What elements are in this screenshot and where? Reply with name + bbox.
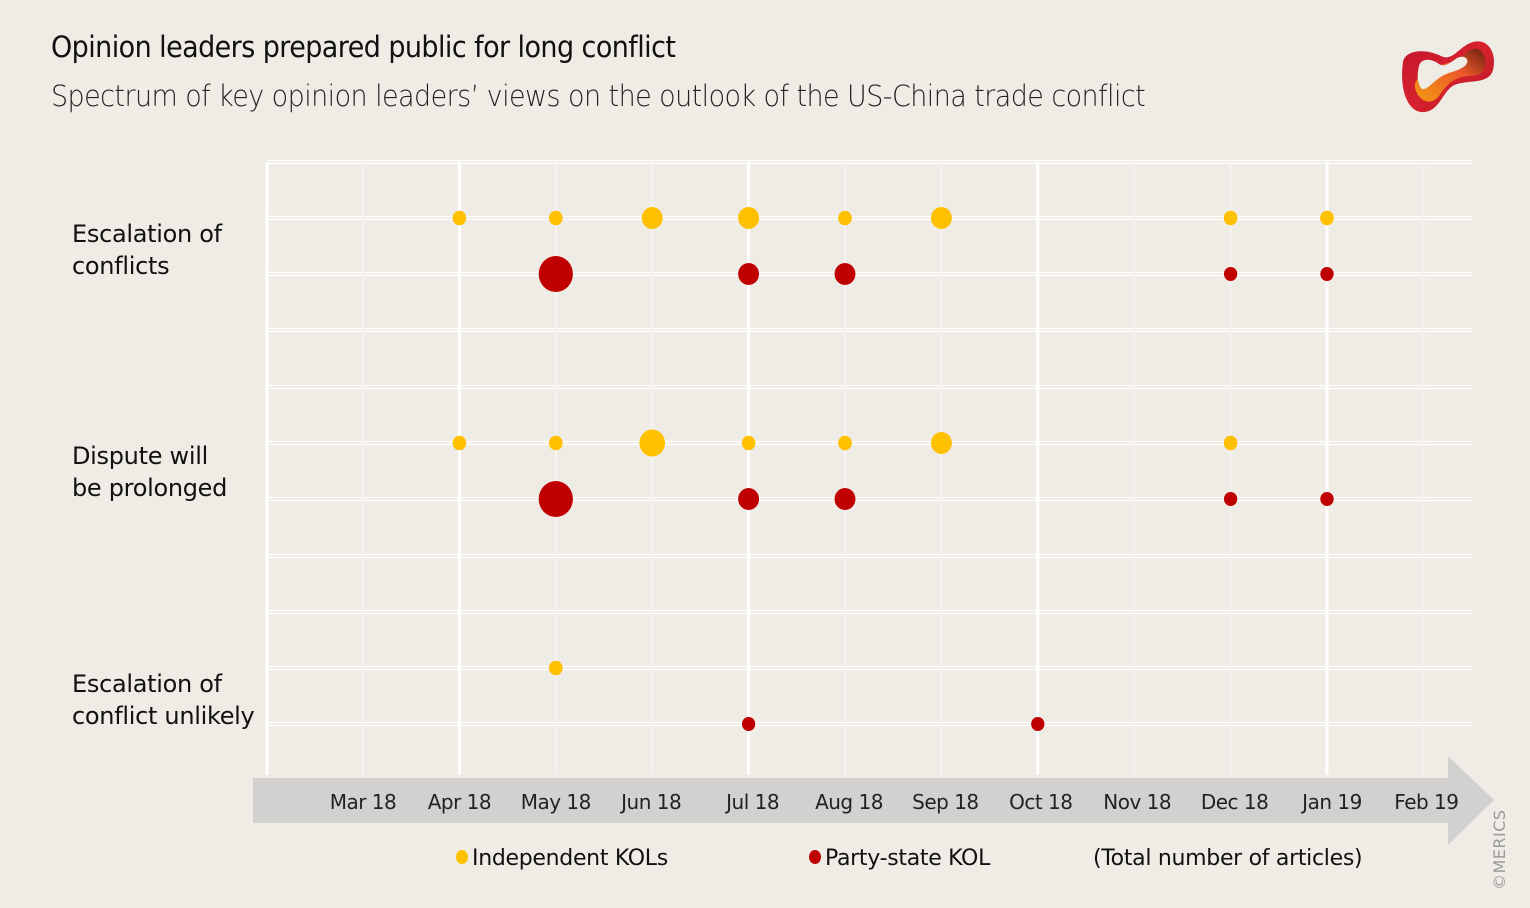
bubble (741, 435, 756, 451)
x-tick-label: Oct 18 (1009, 790, 1072, 814)
chart-subtitle: Spectrum of key opinion leaders’ views o… (51, 79, 1146, 113)
y-category-label-escalation: Escalation of conflicts (72, 218, 222, 282)
bubble (838, 435, 852, 451)
legend-party-state: Party-state KOL (809, 846, 990, 871)
legend-independent: Independent KOLs (456, 846, 668, 871)
y-label-line: Escalation of (72, 670, 222, 698)
bubble (1223, 210, 1238, 226)
bubble (1223, 435, 1238, 451)
bubble (1320, 210, 1334, 226)
x-tick-label: Mar 18 (330, 790, 397, 814)
bubble (1223, 492, 1238, 506)
bubble (834, 488, 856, 510)
x-tick-label: Apr 18 (428, 790, 491, 814)
bubble (548, 210, 563, 226)
bubble (538, 256, 573, 292)
time-axis-arrow-shape (253, 756, 1494, 845)
x-axis-labels: Mar 18 Apr 18 May 18 Jun 18 Jul 18 Aug 18 Sep … (330, 790, 1459, 814)
legend-dot-icon (456, 850, 468, 864)
bubble (930, 207, 952, 229)
y-label-line: Escalation of (72, 220, 222, 248)
bubble (452, 435, 467, 451)
bubble (639, 429, 666, 457)
y-label-line: conflicts (72, 252, 170, 280)
chart-title: Opinion leaders prepared public for long… (51, 30, 676, 64)
bubble (930, 432, 952, 454)
bubble (738, 207, 760, 229)
x-tick-label: May 18 (521, 790, 591, 814)
bubble (452, 210, 467, 226)
legend-size-note: (Total number of articles) (1093, 846, 1363, 871)
bubble (1320, 492, 1334, 506)
grid (265, 159, 1472, 775)
bubble (834, 263, 856, 285)
y-label-line: be prolonged (72, 474, 228, 502)
legend-label: Independent KOLs (472, 846, 668, 871)
x-tick-label: Aug 18 (815, 790, 883, 814)
bubble (738, 263, 760, 285)
x-tick-label: Jan 19 (1300, 790, 1362, 814)
y-label-line: Dispute will (72, 442, 208, 470)
bubble (641, 207, 663, 229)
x-tick-label: Dec 18 (1201, 790, 1269, 814)
bubble (548, 660, 563, 676)
y-category-label-unlikely: Escalation of conflict unlikely (72, 668, 255, 732)
bubbles (452, 207, 1334, 731)
y-category-label-prolonged: Dispute will be prolonged (72, 440, 227, 504)
x-tick-label: Sep 18 (912, 790, 979, 814)
copyright: ©MERICS (1490, 809, 1509, 890)
x-tick-label: Feb 19 (1394, 790, 1458, 814)
bubble (741, 717, 756, 731)
bubble (738, 488, 760, 510)
x-tick-label: Jul 18 (724, 790, 779, 814)
bubble (1320, 267, 1334, 281)
time-axis-arrow (253, 756, 1494, 845)
legend-label: Party-state KOL (825, 846, 991, 871)
x-tick-label: Nov 18 (1103, 790, 1171, 814)
bubble (838, 210, 852, 226)
bubble (1223, 267, 1238, 281)
y-label-line: conflict unlikely (72, 702, 255, 730)
bubble (548, 435, 563, 451)
merics-logo-icon (1402, 41, 1495, 113)
bubble (1031, 717, 1045, 731)
x-tick-label: Jun 18 (619, 790, 681, 814)
legend-dot-icon (809, 850, 821, 864)
bubble (538, 481, 573, 517)
